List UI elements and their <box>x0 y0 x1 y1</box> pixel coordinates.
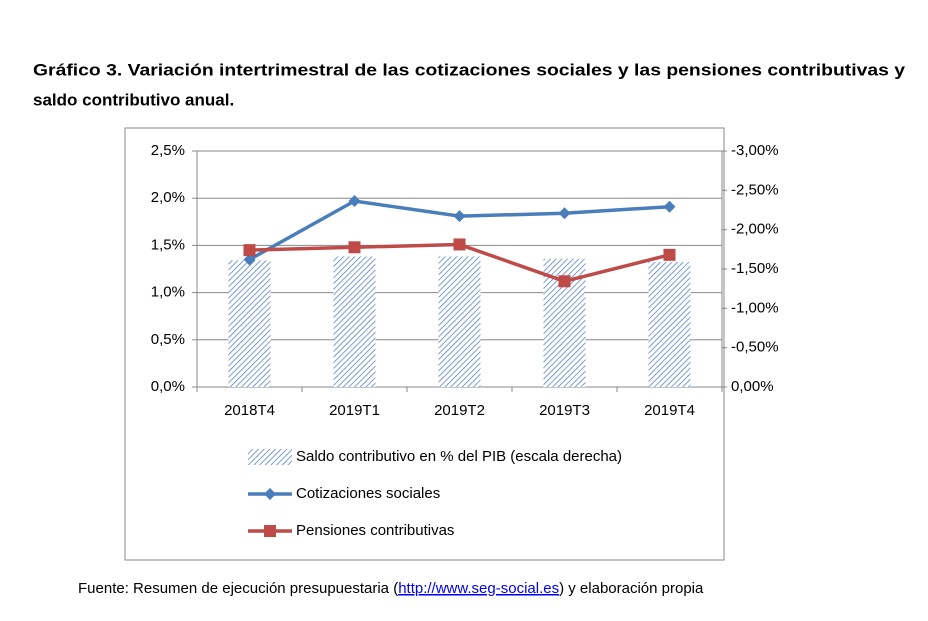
bar <box>438 256 481 387</box>
bar <box>333 256 376 387</box>
source-note: Fuente: Resumen de ejecución presupuesta… <box>78 580 704 597</box>
legend-swatch <box>248 449 292 465</box>
line <box>248 199 670 262</box>
x-tick-label: 2019T2 <box>434 402 485 419</box>
legend-label: Cotizaciones sociales <box>296 485 440 502</box>
chart-title: saldo contributivo anual. <box>33 90 234 109</box>
y-tick-label: 1,0% <box>151 284 185 301</box>
bar <box>648 261 691 387</box>
bar <box>228 260 271 387</box>
marker <box>348 241 361 254</box>
legend-label: Pensiones contributivas <box>296 522 454 539</box>
y2-tick-label: 0,00% <box>731 378 774 395</box>
marker <box>558 275 571 288</box>
legend-label: Saldo contributivo en % del PIB (escala … <box>296 448 622 465</box>
marker <box>243 244 256 257</box>
x-tick-label: 2019T4 <box>644 402 695 419</box>
marker <box>558 207 571 220</box>
x-tick-label: 2018T4 <box>224 402 275 419</box>
y2-tick-label: -0,50% <box>731 339 779 356</box>
y-tick-label: 1,5% <box>151 236 185 253</box>
x-tick-label: 2019T3 <box>539 402 590 419</box>
source-link[interactable]: http://www.seg-social.es <box>398 580 559 597</box>
marker <box>663 248 676 261</box>
x-tick-label: 2019T1 <box>329 402 380 419</box>
y-tick-label: 0,5% <box>151 331 185 348</box>
marker <box>453 210 466 223</box>
marker <box>348 195 361 208</box>
legend-swatch <box>264 525 276 537</box>
legend-swatch <box>264 488 276 500</box>
marker <box>243 253 256 266</box>
source-text: Fuente: Resumen de ejecución presupuesta… <box>78 580 398 597</box>
y2-tick-label: -1,00% <box>731 299 779 316</box>
chart-title: Gráfico 3. Variación intertrimestral de … <box>33 60 906 79</box>
y-tick-label: 2,5% <box>151 142 185 159</box>
chart-frame <box>124 127 725 561</box>
source-text: ) y elaboración propia <box>559 580 704 597</box>
y2-tick-label: -3,00% <box>731 142 779 159</box>
y2-tick-label: -1,50% <box>731 260 779 277</box>
y-tick-label: 2,0% <box>151 189 185 206</box>
marker <box>663 200 676 213</box>
y-tick-label: 0,0% <box>151 378 185 395</box>
y2-tick-label: -2,00% <box>731 221 779 238</box>
y2-tick-label: -2,50% <box>731 181 779 198</box>
marker <box>453 238 466 251</box>
